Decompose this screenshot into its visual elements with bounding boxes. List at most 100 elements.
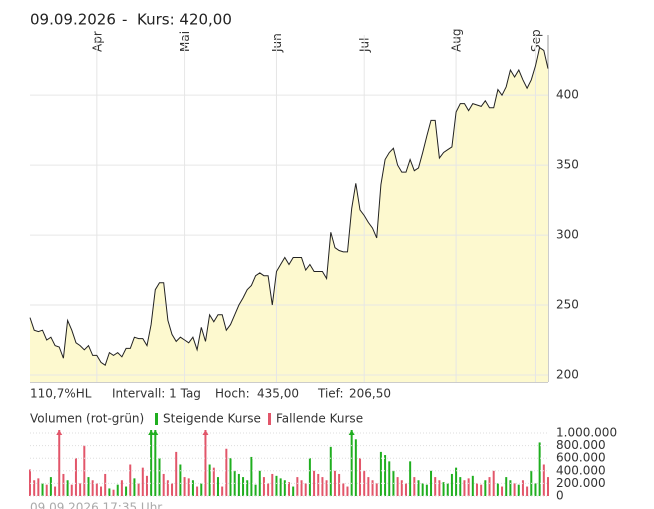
volume-bar	[196, 486, 199, 496]
volume-bar	[250, 456, 253, 496]
volume-bar	[501, 486, 504, 496]
info-interval: Intervall: 1 Tag	[112, 387, 201, 401]
y-tick-label: 400	[556, 88, 579, 102]
y-tick-label: 250	[556, 298, 579, 312]
volume-bar	[267, 483, 270, 496]
volume-bar	[375, 483, 378, 496]
volume-bar	[91, 480, 94, 496]
volume-bar	[421, 483, 424, 496]
volume-bar	[484, 480, 487, 496]
volume-bar	[455, 467, 458, 496]
volume-bar	[158, 458, 161, 496]
volume-bar	[363, 470, 366, 496]
volume-bar	[141, 467, 144, 496]
volume-bar	[396, 477, 399, 496]
volume-bar	[29, 469, 31, 496]
volume-bar	[200, 483, 203, 496]
volume-bar	[438, 480, 441, 496]
y-tick-label: 1.000.000	[556, 426, 617, 440]
volume-bar	[229, 458, 232, 496]
volume-bar	[317, 473, 320, 496]
y-tick-label: 300	[556, 228, 579, 242]
volume-bar	[145, 475, 148, 496]
volume-bar	[262, 477, 265, 496]
volume-bar	[475, 483, 478, 496]
volume-bar	[37, 478, 40, 496]
volume-bar	[471, 475, 474, 496]
volume-bar	[354, 439, 357, 496]
volume-bar	[359, 458, 362, 496]
volume-bar	[212, 467, 215, 496]
volume-bar	[74, 458, 77, 496]
overflow-arrow	[202, 430, 209, 435]
y-tick-label: 350	[556, 158, 579, 172]
volume-bar	[45, 484, 48, 496]
volume-bar	[216, 477, 219, 496]
volume-bar	[526, 486, 529, 496]
volume-bar	[271, 473, 274, 496]
volume-bar	[379, 451, 382, 496]
volume-bar	[517, 484, 520, 496]
volume-bar	[279, 478, 282, 496]
overflow-arrow	[152, 430, 159, 435]
volume-bar	[171, 483, 174, 496]
legend-down: Fallende Kurse	[276, 412, 363, 426]
volume-bar	[87, 477, 90, 496]
volume-bar	[467, 478, 470, 496]
y-tick-label: 400.000	[556, 463, 606, 477]
volume-bar	[417, 480, 420, 496]
volume-bar	[246, 480, 249, 496]
y-tick-label: 200.000	[556, 476, 606, 490]
volume-bar	[33, 480, 36, 496]
volume-bar	[384, 455, 387, 496]
volume-bar	[496, 483, 499, 496]
info-low-label: Tief:	[317, 387, 344, 401]
volume-bar	[534, 483, 537, 496]
volume-bar	[404, 483, 407, 496]
volume-bar	[430, 470, 433, 496]
volume-bars	[29, 430, 549, 496]
volume-bar	[62, 473, 65, 496]
volume-bar	[513, 483, 516, 496]
volume-bar	[116, 484, 119, 496]
volume-bar	[505, 477, 508, 496]
volume-bar	[49, 477, 52, 496]
volume-bar	[150, 430, 153, 496]
volume-bar	[442, 482, 445, 496]
volume-bar	[367, 477, 370, 496]
volume-bar	[237, 473, 240, 496]
volume-bar	[304, 483, 307, 496]
volume-bar	[409, 461, 412, 496]
volume-bar	[480, 484, 483, 496]
legend-swatch	[268, 413, 271, 425]
volume-bar	[450, 473, 453, 496]
volume-bar	[175, 451, 178, 496]
volume-bar	[296, 477, 299, 496]
volume-bar	[434, 477, 437, 496]
volume-bar	[521, 480, 524, 496]
price-area	[30, 47, 548, 382]
volume-bar	[242, 477, 245, 496]
volume-bar	[221, 486, 224, 496]
volume-bar	[154, 430, 157, 496]
y-tick-label: 200	[556, 368, 579, 382]
volume-bar	[288, 482, 290, 496]
volume-bar	[371, 480, 374, 496]
volume-bar	[538, 442, 541, 496]
volume-bar	[459, 477, 462, 496]
volume-bar	[258, 470, 261, 496]
header-date: 09.09.2026	[30, 11, 116, 29]
volume-bar	[342, 483, 345, 496]
volume-bar	[204, 430, 207, 496]
volume-bar	[191, 480, 194, 496]
volume-bar	[333, 470, 336, 496]
volume-bar	[446, 483, 449, 496]
volume-bar	[321, 477, 324, 496]
volume-bar	[346, 486, 349, 496]
volume-bar	[283, 480, 286, 496]
volume-bar	[425, 484, 428, 496]
volume-bar	[66, 480, 69, 496]
volume-bar	[112, 489, 115, 496]
